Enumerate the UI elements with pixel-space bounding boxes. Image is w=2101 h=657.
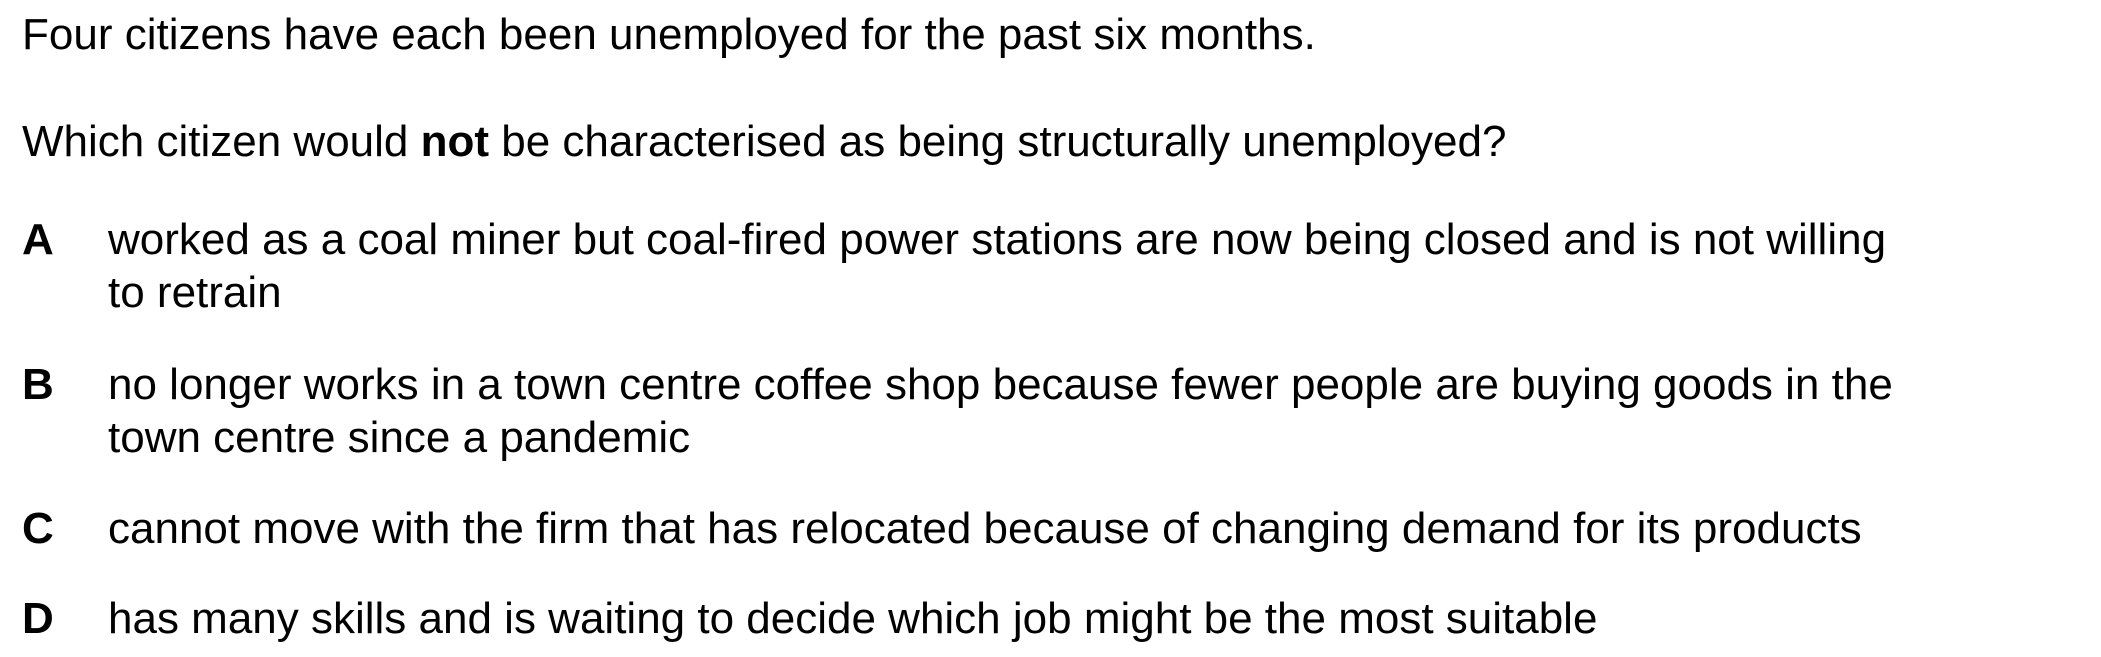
question-emphasis: not [420, 117, 490, 166]
option-b-line-2: town centre since a pandemic [108, 413, 691, 462]
question-stem: Which citizen would not be characterised… [22, 115, 1506, 168]
option-c-text: cannot move with the firm that has reloc… [108, 502, 2048, 555]
option-b-text: no longer works in a town centre coffee … [108, 358, 2048, 464]
option-a-letter: A [22, 215, 54, 264]
option-d-line-1: has many skills and is waiting to decide… [108, 594, 1598, 643]
option-a-text: worked as a coal miner but coal-fired po… [108, 213, 2048, 319]
question-stem-before: Which citizen would [22, 117, 421, 166]
option-c-line-1: cannot move with the firm that has reloc… [108, 504, 1862, 553]
option-d-text: has many skills and is waiting to decide… [108, 592, 2048, 645]
option-a-line-1: worked as a coal miner but coal-fired po… [108, 215, 1887, 264]
question-stem-after: be characterised as being structurally u… [489, 117, 1507, 166]
intro-text: Four citizens have each been unemployed … [22, 10, 1316, 59]
option-a-line-2: to retrain [108, 268, 282, 317]
option-c-letter: C [22, 504, 54, 553]
option-b-line-1: no longer works in a town centre coffee … [108, 360, 1893, 409]
option-d-letter: D [22, 594, 54, 643]
option-b-letter: B [22, 360, 54, 409]
